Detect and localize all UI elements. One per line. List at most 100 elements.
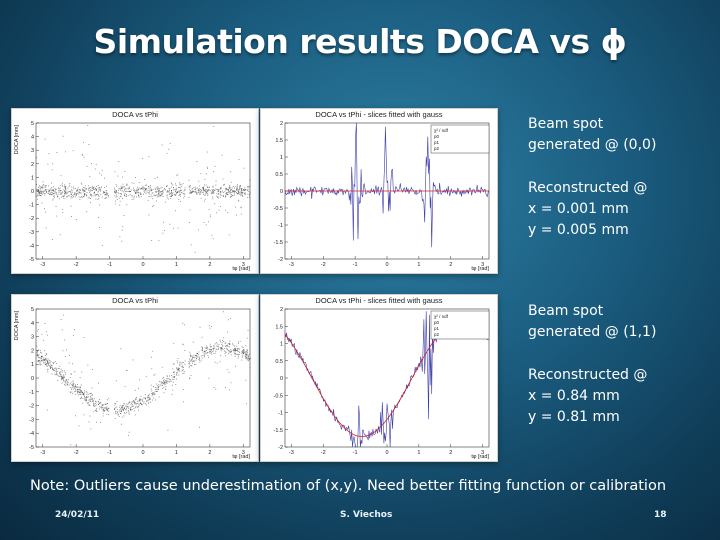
scatter-point [177,362,178,364]
scatter-point [176,187,178,189]
scatter-point [43,358,44,360]
scatter-point [199,361,201,363]
scatter-point [52,189,54,190]
scatter-point [126,190,127,192]
scatter-point [166,381,167,383]
scatter-point [197,189,199,191]
scatter-point [114,191,116,193]
scatter-point [46,365,48,367]
scatter-point [166,197,168,199]
scatter-point [173,371,175,373]
scatter-point [196,357,197,359]
scatter-point [52,368,54,369]
scatter-point [55,374,57,376]
scatter-point [200,349,202,351]
scatter-point [108,407,110,409]
scatter-point [155,191,157,193]
scatter-point [83,187,84,188]
scatter-point [63,189,65,191]
scatter-point [172,389,174,391]
scatter-point [239,186,241,188]
scatter-point [64,187,66,188]
scatter-point [211,351,213,352]
scatter-point [198,353,200,355]
scatter-point [235,185,237,187]
scatter-point [114,192,116,194]
scatter-point [59,234,61,236]
scatter-point [144,189,146,190]
scatter-point [198,189,200,191]
scatter-point [36,157,38,159]
scatter-point [157,385,159,387]
scatter-point [244,355,246,357]
scatter-point [157,187,159,189]
scatter-point [106,409,108,411]
scatter-point [86,402,88,404]
scatter-point [80,390,82,392]
scatter-point [184,360,186,362]
scatter-point [246,354,247,356]
scatter-point [236,350,237,351]
scatter-point [61,379,63,381]
scatter-point [155,194,157,196]
scatter-point [71,194,73,196]
scatter-point [90,190,92,192]
scatter-point [249,185,251,187]
scatter-point [94,406,96,407]
scatter-point [123,415,125,417]
scatter-point [74,385,76,387]
y-tick-label: 2 [280,121,283,127]
scatter-point [90,187,92,188]
scatter-point [70,197,72,199]
scatter-point [225,195,227,197]
scatter-point [79,391,81,393]
scatter-point [143,188,145,189]
scatter-point [99,189,101,191]
scatter-point [177,369,179,371]
scatter-point [153,205,155,207]
scatter-point [134,414,136,416]
scatter-point [42,359,44,361]
scatter-point [191,191,193,193]
scatter-point [149,397,151,399]
scatter-point [123,191,124,193]
scatter-point [161,388,163,390]
scatter-point [175,189,177,190]
scatter-point [249,358,250,360]
scatter-point [93,192,95,194]
plot-doca-scatter-beam-11: DOCA vs tPhi -3 -2 -1 0 1 2 3 -5 -4 -3 -2 -1 0 1 2 3 4 5 t… [11,294,259,462]
scatter-point [197,356,199,358]
x-tick-label: 3 [481,262,484,268]
scatter-point [90,398,92,400]
scatter-point [135,191,137,193]
scatter-point [217,189,219,191]
scatter-point [188,362,190,364]
scatter-point [140,193,141,195]
scatter-point [79,189,81,190]
scatter-point [98,217,99,218]
scatter-point [220,355,222,357]
scatter-point [51,365,53,367]
scatter-point [50,192,51,194]
x-tick-label: -1 [353,262,358,268]
scatter-point [158,240,160,242]
scatter-point [66,193,68,195]
scatter-point [138,400,140,402]
scatter-point [229,187,231,189]
scatter-point [206,151,208,153]
scatter-point [202,192,204,194]
scatter-point [157,193,159,195]
scatter-point [243,352,245,354]
scatter-point [81,397,82,399]
scatter-point [225,352,227,353]
scatter-point [44,359,46,361]
scatter-point [245,352,247,354]
scatter-point [204,178,206,180]
scatter-point [147,397,148,399]
scatter-point [47,334,48,336]
scatter-point [225,386,226,388]
scatter-point [171,190,172,192]
scatter-point [166,191,168,193]
scatter-point [52,362,54,364]
